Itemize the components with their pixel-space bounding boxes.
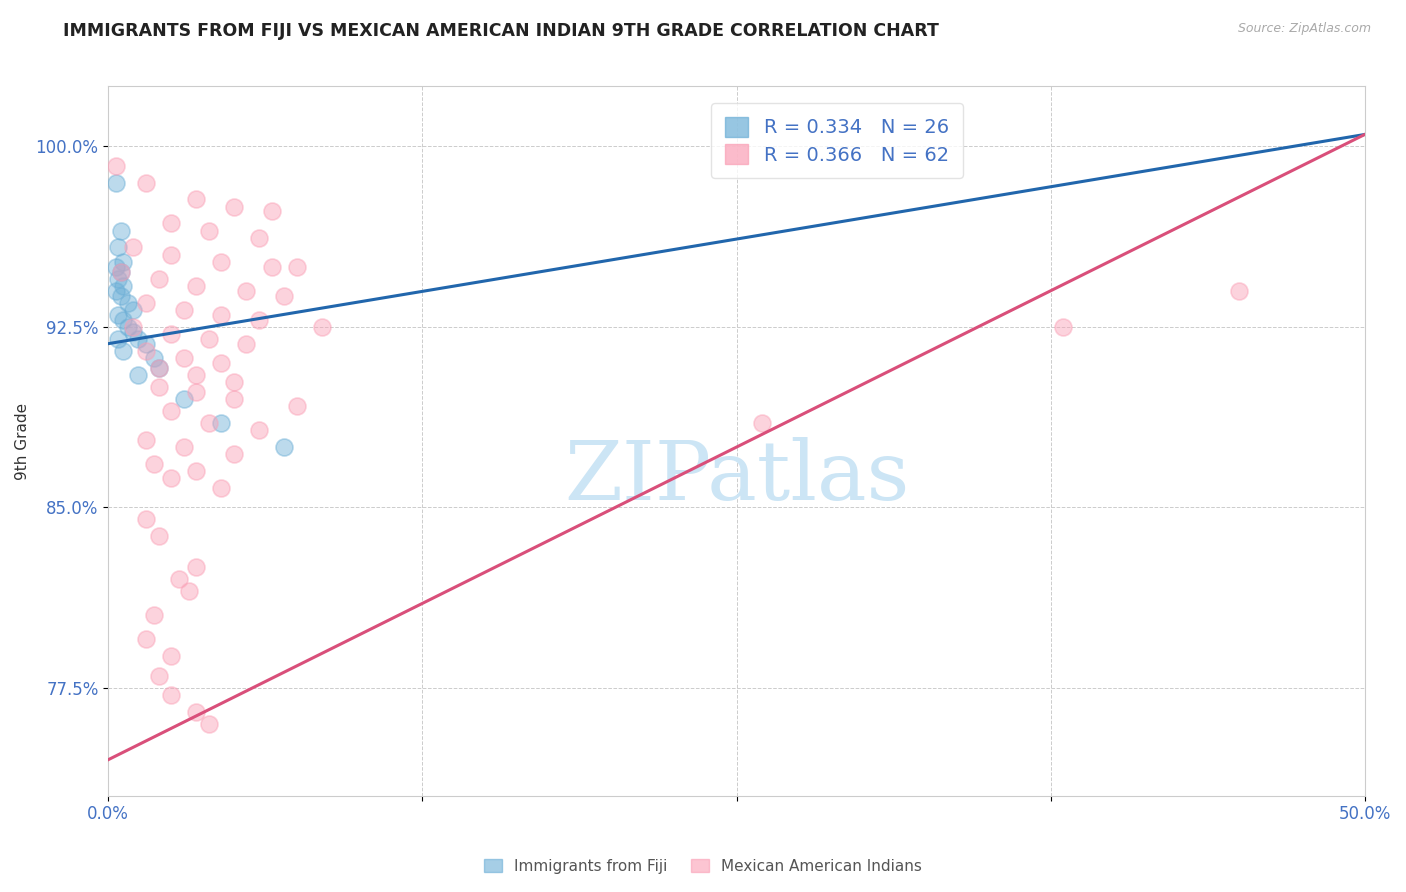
Point (173, 303, 195, 318)
Point (160, 471, 183, 485)
Point (198, 416, 221, 430)
Point (110, 224, 132, 238)
Point (273, 288, 295, 302)
Point (311, 319, 333, 334)
Point (160, 649, 183, 664)
Point (104, 260, 127, 274)
Point (186, 279, 208, 293)
Point (160, 248, 183, 262)
Point (186, 560, 208, 574)
Point (209, 481, 232, 495)
Legend: R = 0.334   N = 26, R = 0.366   N = 62: R = 0.334 N = 26, R = 0.366 N = 62 (711, 103, 963, 178)
Point (142, 457, 165, 471)
Point (104, 176, 127, 190)
Point (110, 264, 132, 278)
Point (209, 356, 232, 370)
Point (222, 375, 245, 389)
Point (160, 326, 183, 341)
Point (107, 308, 129, 322)
Y-axis label: 9th Grade: 9th Grade (15, 402, 30, 480)
Point (112, 255, 135, 269)
Point (135, 433, 157, 447)
Point (186, 384, 208, 399)
Point (235, 336, 257, 351)
Point (135, 632, 157, 647)
Point (198, 224, 221, 238)
Point (110, 264, 132, 278)
Point (135, 176, 157, 190)
Point (107, 240, 129, 254)
Text: ZIPatlas: ZIPatlas (564, 436, 910, 516)
Point (127, 368, 149, 382)
Point (173, 351, 195, 365)
Point (273, 440, 295, 454)
Point (173, 392, 195, 406)
Point (177, 584, 200, 599)
Point (167, 572, 190, 586)
Point (112, 343, 135, 358)
Point (247, 231, 270, 245)
Point (104, 284, 127, 298)
Point (247, 312, 270, 326)
Point (142, 351, 165, 365)
Point (122, 303, 145, 318)
Point (148, 271, 170, 285)
Point (112, 312, 135, 326)
Point (247, 423, 270, 437)
Point (148, 668, 170, 682)
Point (285, 399, 308, 413)
Point (260, 260, 283, 274)
Point (222, 200, 245, 214)
Point (260, 204, 283, 219)
Legend: Immigrants from Fiji, Mexican American Indians: Immigrants from Fiji, Mexican American I… (478, 853, 928, 880)
Point (186, 193, 208, 207)
Point (135, 336, 157, 351)
Point (222, 447, 245, 461)
Text: Source: ZipAtlas.com: Source: ZipAtlas.com (1237, 22, 1371, 36)
Point (173, 440, 195, 454)
Point (148, 380, 170, 394)
Point (107, 332, 129, 346)
Point (107, 271, 129, 285)
Point (160, 216, 183, 230)
Text: IMMIGRANTS FROM FIJI VS MEXICAN AMERICAN INDIAN 9TH GRADE CORRELATION CHART: IMMIGRANTS FROM FIJI VS MEXICAN AMERICAN… (63, 22, 939, 40)
Point (122, 240, 145, 254)
Point (285, 260, 308, 274)
Point (1052, 319, 1074, 334)
Point (186, 368, 208, 382)
Point (135, 343, 157, 358)
Point (1227, 284, 1250, 298)
Point (142, 608, 165, 623)
Point (209, 255, 232, 269)
Point (122, 319, 145, 334)
Point (198, 332, 221, 346)
Point (127, 332, 149, 346)
Point (135, 512, 157, 526)
Point (235, 284, 257, 298)
Point (186, 464, 208, 478)
Point (209, 416, 232, 430)
Point (148, 360, 170, 375)
Point (209, 308, 232, 322)
Point (148, 529, 170, 543)
Point (148, 360, 170, 375)
Point (160, 404, 183, 418)
Point (751, 416, 773, 430)
Point (222, 392, 245, 406)
Point (110, 288, 132, 302)
Point (104, 159, 127, 173)
Point (186, 705, 208, 719)
Point (122, 325, 145, 339)
Point (112, 279, 135, 293)
Point (198, 716, 221, 731)
Point (135, 295, 157, 310)
Point (117, 319, 139, 334)
Point (117, 295, 139, 310)
Point (160, 688, 183, 702)
